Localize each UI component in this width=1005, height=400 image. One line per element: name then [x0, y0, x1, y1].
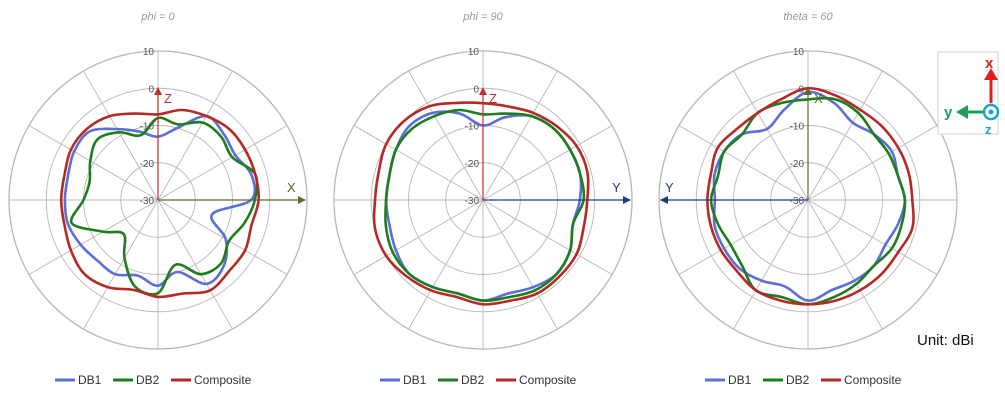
grid-spoke: [28, 125, 159, 201]
radial-tick-label: -20: [790, 159, 805, 170]
series-line-db2: [69, 116, 259, 296]
vertical-axis-label: Z: [164, 91, 172, 106]
grid-spoke: [83, 70, 159, 201]
radial-tick-label: -10: [140, 122, 155, 133]
legend-label-db1: DB1: [403, 373, 427, 387]
polar-chart-phi-90: phi = 90 Z Y -30 -20 -10 0 10 DB1 DB2 Composite: [333, 11, 633, 387]
chart-legend: DB1 DB2 Composite: [380, 373, 577, 387]
triad-z-dot: [988, 109, 994, 115]
grid-spoke: [733, 199, 809, 330]
polar-chart-phi-0: phi = 0 Z X -30 -20 -10 0 10 DB1 DB2 Composite: [8, 11, 308, 387]
grid-spoke: [482, 199, 558, 330]
radial-tick-label: -30: [140, 196, 155, 207]
triad-y-arrowhead: [956, 105, 968, 119]
grid-spoke: [28, 199, 159, 275]
triad-z-label: z: [985, 122, 992, 137]
series-line-db1: [63, 114, 257, 287]
legend-label-db2: DB2: [461, 373, 485, 387]
grid-spoke: [807, 199, 938, 275]
triad-frame: [937, 51, 999, 135]
triad-y-label: y: [944, 104, 953, 121]
unit-label: Unit: dBi: [917, 332, 974, 349]
chart-title: phi = 0: [140, 11, 175, 23]
legend-label-composite: Composite: [844, 373, 902, 387]
radial-tick-label: 10: [793, 47, 805, 58]
grid-spoke: [408, 199, 484, 330]
grid-spoke: [482, 125, 613, 201]
grid-spoke: [807, 199, 883, 330]
triad-x-arrowhead: [984, 68, 998, 80]
legend-label-composite: Composite: [519, 373, 577, 387]
triad-x-label: x: [985, 55, 994, 72]
series-line-composite: [59, 108, 261, 299]
legend-label-db1: DB1: [728, 373, 752, 387]
grid-spoke: [678, 199, 809, 275]
grid-spoke: [157, 199, 288, 275]
legend-label-db2: DB2: [136, 373, 160, 387]
vertical-axis-label: Z: [489, 91, 497, 106]
horizontal-axis-label: Y: [665, 180, 674, 195]
grid-spoke: [157, 125, 288, 201]
chart-title: phi = 90: [462, 11, 503, 23]
grid-spoke: [157, 70, 233, 201]
chart-legend: DB1 DB2 Composite: [55, 373, 252, 387]
radial-tick-label: -20: [140, 159, 155, 170]
grid-spoke: [733, 70, 809, 201]
series-line-composite: [372, 101, 590, 306]
radial-tick-label: -10: [790, 122, 805, 133]
chart-title: theta = 60: [783, 11, 833, 23]
radial-tick-label: -30: [790, 196, 805, 207]
grid-spoke: [83, 199, 159, 330]
axis-triad-icon: x y z: [937, 51, 1000, 137]
radial-tick-label: -20: [465, 159, 480, 170]
legend-label-composite: Composite: [194, 373, 252, 387]
grid-spoke: [408, 70, 484, 201]
vertical-axis-label: X: [814, 91, 823, 106]
grid-spoke: [157, 199, 233, 330]
grid-spoke: [482, 70, 558, 201]
legend-label-db2: DB2: [786, 373, 810, 387]
horizontal-axis-label: Y: [612, 180, 621, 195]
legend-label-db1: DB1: [78, 373, 102, 387]
radial-tick-label: 10: [143, 47, 155, 58]
radial-tick-label: -30: [465, 196, 480, 207]
radial-tick-label: 10: [468, 47, 480, 58]
polar-chart-theta-60: theta = 60 X Y -30 -20 -10 0 10 DB1 DB2 Composite: [658, 11, 958, 387]
radial-tick-label: 0: [798, 84, 804, 95]
grid-spoke: [807, 70, 883, 201]
horizontal-axis-label: X: [287, 180, 296, 195]
series-line-composite: [706, 86, 915, 306]
grid-spoke: [678, 125, 809, 201]
grid-spoke: [353, 125, 484, 201]
grid-spoke: [353, 199, 484, 275]
grid-spoke: [807, 125, 938, 201]
radial-tick-label: 0: [473, 84, 479, 95]
radial-tick-label: 0: [148, 84, 154, 95]
chart-legend: DB1 DB2 Composite: [705, 373, 902, 387]
grid-spoke: [482, 199, 613, 275]
series-line-db2: [384, 108, 586, 302]
radial-tick-label: -10: [465, 122, 480, 133]
